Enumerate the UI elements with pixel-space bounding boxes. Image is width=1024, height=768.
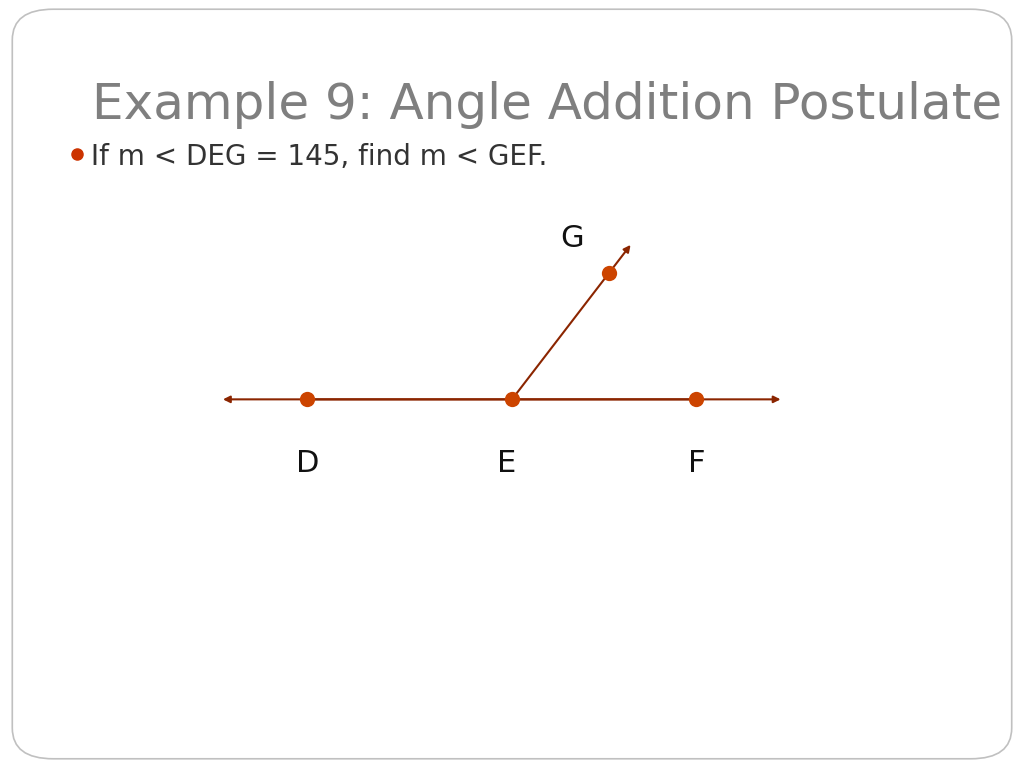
Text: Example 9: Angle Addition Postulate: Example 9: Angle Addition Postulate <box>92 81 1002 128</box>
Text: G: G <box>560 224 584 253</box>
Text: D: D <box>296 449 318 478</box>
Text: If m < DEG = 145, find m < GEF.: If m < DEG = 145, find m < GEF. <box>82 144 547 171</box>
Text: E: E <box>498 449 516 478</box>
Text: F: F <box>687 449 706 478</box>
